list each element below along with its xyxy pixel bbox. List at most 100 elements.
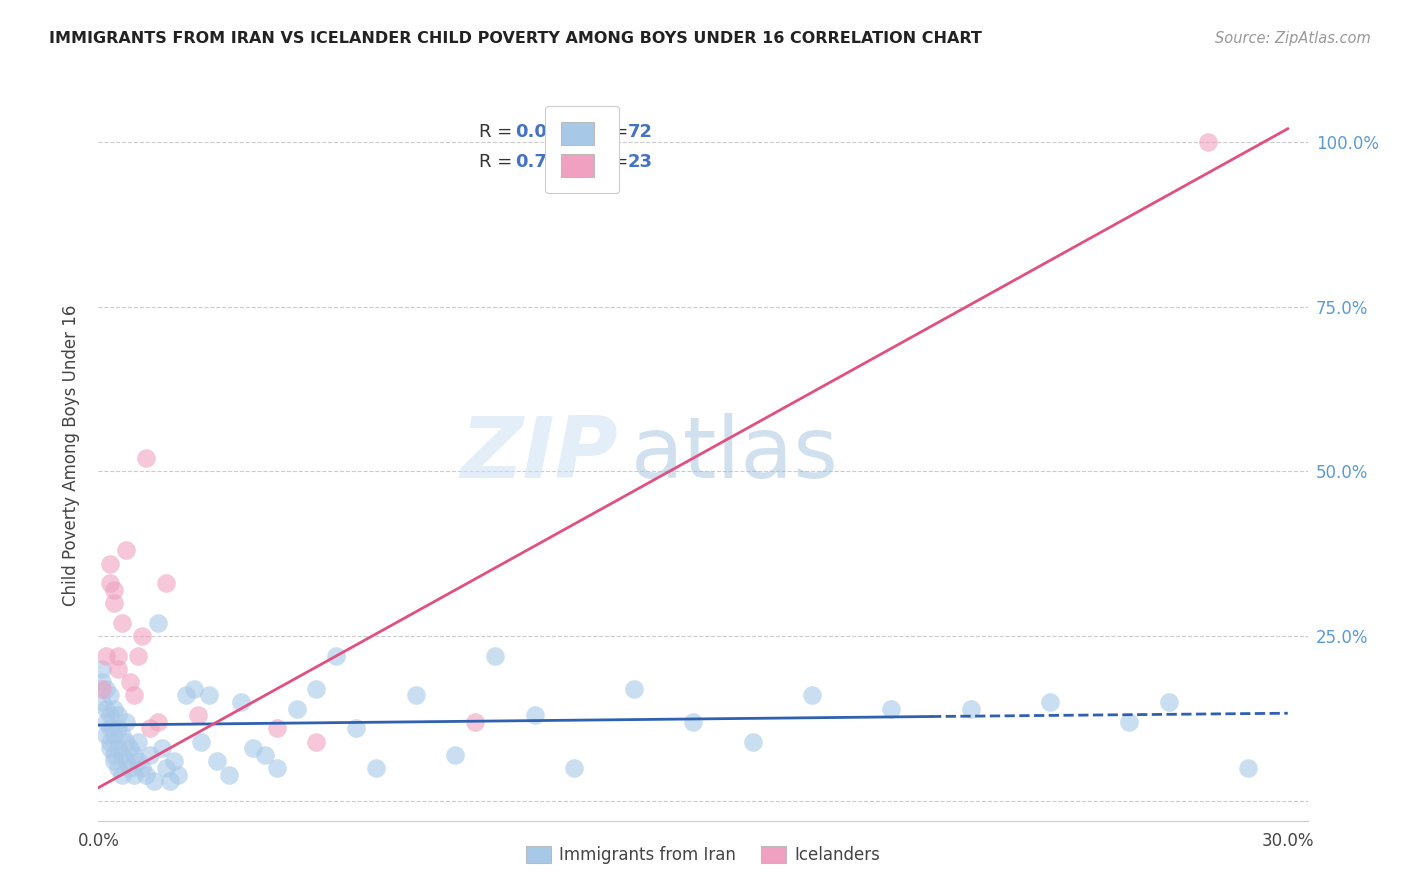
Point [159,774,181,789]
Text: ZIP: ZIP [461,413,619,497]
Point [91,681,114,696]
Point [266,761,288,775]
Legend: Immigrants from Iran, Icelanders: Immigrants from Iran, Icelanders [519,839,887,871]
Point [107,741,129,756]
Point [741,734,763,748]
Point [107,761,129,775]
Point [344,722,367,736]
Point [115,755,138,769]
Point [122,747,145,762]
Point [562,761,585,775]
Point [131,629,153,643]
Point [146,714,169,729]
Point [880,701,903,715]
Point [96,648,118,663]
Point [103,728,125,742]
Point [139,722,162,736]
Point [623,681,645,696]
Point [198,689,221,703]
Text: Source: ZipAtlas.com: Source: ZipAtlas.com [1215,31,1371,46]
Point [98,576,121,591]
Text: R =: R = [479,153,519,171]
Point [959,701,981,715]
Text: IMMIGRANTS FROM IRAN VS ICELANDER CHILD POVERTY AMONG BOYS UNDER 16 CORRELATION : IMMIGRANTS FROM IRAN VS ICELANDER CHILD … [49,31,981,46]
Point [127,734,149,748]
Point [131,761,153,775]
Point [91,695,114,709]
Point [155,761,177,775]
Point [682,714,704,729]
Text: N =: N = [595,153,634,171]
Point [253,747,276,762]
Point [103,596,125,610]
Point [305,734,328,748]
Point [183,681,205,696]
Point [107,648,129,663]
Point [166,767,188,781]
Point [150,741,173,756]
Point [120,761,142,775]
Point [1198,135,1220,149]
Point [91,662,114,676]
Point [484,648,506,663]
Point [115,543,138,558]
Point [218,767,240,781]
Point [103,755,125,769]
Point [96,701,118,715]
Point [444,747,467,762]
Point [98,722,121,736]
Point [96,728,118,742]
Point [135,451,157,466]
Point [96,681,118,696]
Point [186,708,208,723]
Point [405,689,427,703]
Point [111,728,134,742]
Point [98,734,121,748]
Point [115,714,138,729]
Text: 23: 23 [628,153,652,171]
Text: 72: 72 [628,122,652,141]
Point [266,722,288,736]
Point [103,701,125,715]
Point [111,615,134,630]
Point [98,741,121,756]
Point [91,675,114,690]
Point [103,582,125,597]
Point [120,741,142,756]
Point [364,761,387,775]
Text: N =: N = [595,122,634,141]
Point [115,734,138,748]
Point [120,675,142,690]
Y-axis label: Child Poverty Among Boys Under 16: Child Poverty Among Boys Under 16 [62,304,80,606]
Text: atlas: atlas [630,413,838,497]
Point [98,708,121,723]
Point [111,767,134,781]
Point [155,576,177,591]
Point [98,689,121,703]
Point [1118,714,1140,729]
Point [1039,695,1062,709]
Point [127,648,149,663]
Point [305,681,328,696]
Point [139,747,162,762]
Point [801,689,824,703]
Point [111,747,134,762]
Point [174,689,197,703]
Point [107,722,129,736]
Point [107,708,129,723]
Point [127,755,149,769]
Text: 0.726: 0.726 [516,153,572,171]
Point [325,648,347,663]
Point [122,689,145,703]
Point [231,695,253,709]
Point [1237,761,1260,775]
Point [190,734,212,748]
Point [142,774,165,789]
Text: 0.078: 0.078 [516,122,572,141]
Point [103,747,125,762]
Point [146,615,169,630]
Point [285,701,308,715]
Text: R =: R = [479,122,519,141]
Point [1157,695,1180,709]
Point [98,557,121,571]
